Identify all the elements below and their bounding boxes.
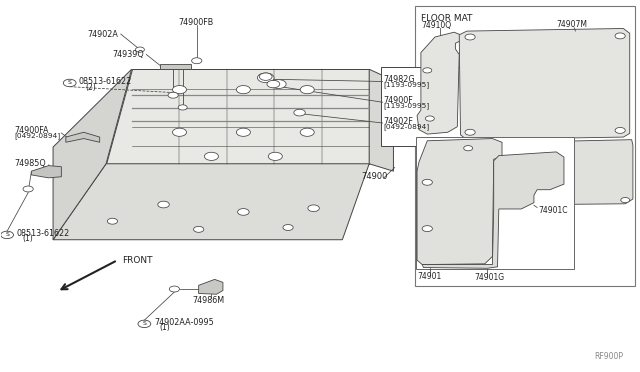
Circle shape	[191, 58, 202, 64]
Text: 74986M: 74986M	[192, 296, 225, 305]
Text: 74902F: 74902F	[384, 117, 413, 126]
Polygon shape	[460, 29, 630, 140]
Text: FRONT: FRONT	[122, 256, 152, 264]
Circle shape	[308, 205, 319, 212]
Circle shape	[178, 105, 187, 110]
Circle shape	[108, 218, 118, 224]
Circle shape	[193, 227, 204, 232]
Polygon shape	[106, 69, 369, 164]
Text: RF900P: RF900P	[595, 352, 623, 361]
Text: 74982G: 74982G	[384, 75, 415, 84]
Text: 74907M: 74907M	[556, 20, 588, 29]
Circle shape	[138, 320, 151, 328]
Bar	[415, 6, 635, 286]
Text: 74900FA: 74900FA	[15, 126, 49, 135]
Polygon shape	[161, 64, 191, 69]
Text: S: S	[143, 321, 147, 326]
Circle shape	[1, 231, 13, 238]
Circle shape	[294, 109, 305, 116]
Text: [1193-0995]: [1193-0995]	[384, 102, 430, 109]
Text: 74901: 74901	[417, 272, 442, 281]
Circle shape	[168, 92, 178, 98]
Text: (1): (1)	[159, 323, 170, 332]
Circle shape	[426, 116, 435, 121]
Polygon shape	[417, 138, 502, 264]
Circle shape	[465, 34, 475, 40]
Circle shape	[237, 209, 249, 215]
Polygon shape	[31, 166, 61, 178]
Circle shape	[271, 80, 286, 89]
Circle shape	[464, 145, 472, 151]
Circle shape	[236, 86, 250, 94]
Polygon shape	[417, 32, 461, 134]
Text: S: S	[68, 80, 72, 86]
Text: 74985Q: 74985Q	[15, 159, 47, 168]
Text: 08513-61622: 08513-61622	[79, 77, 132, 86]
Text: (2): (2)	[85, 83, 96, 92]
Circle shape	[465, 129, 475, 135]
Circle shape	[204, 152, 218, 160]
Circle shape	[173, 128, 186, 137]
Circle shape	[259, 73, 272, 80]
Circle shape	[422, 226, 433, 232]
Polygon shape	[53, 69, 132, 240]
Text: S: S	[5, 232, 9, 237]
Text: 74901C: 74901C	[538, 206, 568, 215]
Circle shape	[170, 286, 179, 292]
Polygon shape	[198, 279, 223, 294]
Circle shape	[621, 198, 630, 203]
Text: 08513-61622: 08513-61622	[16, 229, 69, 238]
Text: 74902AA-0995: 74902AA-0995	[154, 318, 214, 327]
Polygon shape	[66, 132, 100, 142]
Text: 74900: 74900	[362, 172, 388, 181]
Polygon shape	[369, 69, 394, 171]
Text: 74900FB: 74900FB	[178, 18, 214, 27]
Circle shape	[136, 47, 145, 52]
Circle shape	[615, 33, 625, 39]
Polygon shape	[53, 164, 369, 240]
Text: FLOOR MAT: FLOOR MAT	[421, 14, 472, 23]
Bar	[416, 137, 574, 269]
Circle shape	[173, 86, 186, 94]
Ellipse shape	[259, 74, 273, 79]
Circle shape	[422, 179, 433, 185]
Text: [0492-0894]: [0492-0894]	[15, 132, 61, 139]
Text: 74900F: 74900F	[384, 96, 413, 105]
Ellipse shape	[268, 81, 282, 86]
Text: (1): (1)	[22, 234, 33, 244]
Text: 74902A: 74902A	[87, 29, 118, 39]
Circle shape	[257, 73, 274, 83]
Text: [0492-0894]: [0492-0894]	[384, 123, 430, 130]
Text: [1193-0995]: [1193-0995]	[384, 81, 430, 88]
Circle shape	[63, 79, 76, 87]
Polygon shape	[460, 140, 633, 205]
Circle shape	[615, 128, 625, 134]
Polygon shape	[422, 152, 564, 268]
Circle shape	[423, 68, 432, 73]
Circle shape	[158, 201, 170, 208]
Circle shape	[267, 80, 280, 88]
Text: 74910Q: 74910Q	[421, 22, 451, 31]
Circle shape	[300, 128, 314, 137]
Text: 74939Q: 74939Q	[113, 50, 144, 59]
Circle shape	[300, 86, 314, 94]
Text: 74901G: 74901G	[474, 273, 505, 282]
Circle shape	[283, 225, 293, 231]
Circle shape	[236, 128, 250, 137]
Circle shape	[268, 152, 282, 160]
Circle shape	[23, 186, 33, 192]
Bar	[381, 67, 515, 146]
